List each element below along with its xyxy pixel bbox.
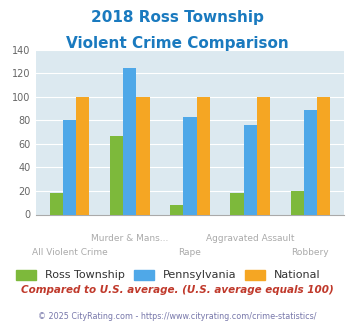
Bar bbox=[63, 120, 76, 214]
Bar bbox=[317, 97, 330, 214]
Text: 2018 Ross Township: 2018 Ross Township bbox=[91, 10, 264, 25]
Bar bbox=[183, 117, 197, 214]
Text: © 2025 CityRating.com - https://www.cityrating.com/crime-statistics/: © 2025 CityRating.com - https://www.city… bbox=[38, 312, 317, 321]
Bar bbox=[290, 191, 304, 214]
Bar bbox=[170, 205, 183, 215]
Text: Aggravated Assault: Aggravated Assault bbox=[206, 234, 294, 243]
Text: All Violent Crime: All Violent Crime bbox=[32, 248, 107, 257]
Bar bbox=[197, 97, 210, 214]
Bar bbox=[110, 136, 123, 214]
Bar bbox=[50, 193, 63, 214]
Bar bbox=[244, 125, 257, 214]
Bar bbox=[257, 97, 270, 214]
Bar bbox=[136, 97, 149, 214]
Bar bbox=[230, 193, 244, 214]
Text: Violent Crime Comparison: Violent Crime Comparison bbox=[66, 36, 289, 51]
Text: Robbery: Robbery bbox=[291, 248, 329, 257]
Legend: Ross Township, Pennsylvania, National: Ross Township, Pennsylvania, National bbox=[16, 270, 321, 280]
Bar bbox=[304, 110, 317, 214]
Text: Murder & Mans...: Murder & Mans... bbox=[91, 234, 168, 243]
Text: Rape: Rape bbox=[179, 248, 201, 257]
Bar bbox=[76, 97, 89, 214]
Text: Compared to U.S. average. (U.S. average equals 100): Compared to U.S. average. (U.S. average … bbox=[21, 285, 334, 295]
Bar bbox=[123, 68, 136, 215]
